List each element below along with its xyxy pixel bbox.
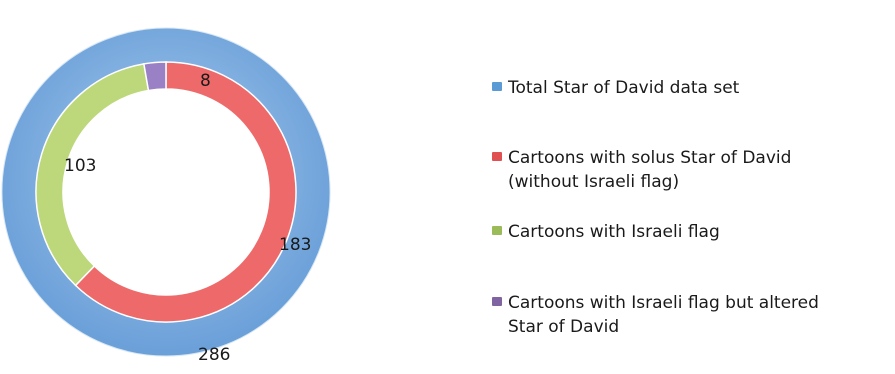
legend-label-flag: Cartoons with Israeli flag xyxy=(508,222,720,242)
legend-item-solus: Cartoons with solus Star of David (witho… xyxy=(492,146,791,194)
legend-label-solus: Cartoons with solus Star of David (witho… xyxy=(508,148,792,192)
legend-swatch-solus xyxy=(492,152,502,161)
donut-center-hole xyxy=(63,89,269,295)
legend-swatch-total xyxy=(492,82,502,91)
legend-swatch-flag xyxy=(492,226,502,235)
legend-item-altered: Cartoons with Israeli flag but altered S… xyxy=(492,291,819,339)
data-label-solus: 183 xyxy=(279,235,311,255)
data-label-flag: 103 xyxy=(64,156,96,176)
data-label-altered: 8 xyxy=(200,71,211,91)
legend-label-altered: Cartoons with Israeli flag but altered S… xyxy=(508,293,819,337)
inner-ring xyxy=(35,61,297,323)
legend-item-flag: Cartoons with Israeli flag xyxy=(492,220,720,244)
data-label-total: 286 xyxy=(198,345,230,365)
legend: Total Star of David data set Cartoons wi… xyxy=(492,0,892,374)
legend-swatch-altered xyxy=(492,297,502,306)
legend-label-total: Total Star of David data set xyxy=(508,78,740,98)
legend-item-total: Total Star of David data set xyxy=(492,76,739,100)
inner-ring-segment-3 xyxy=(143,61,167,92)
